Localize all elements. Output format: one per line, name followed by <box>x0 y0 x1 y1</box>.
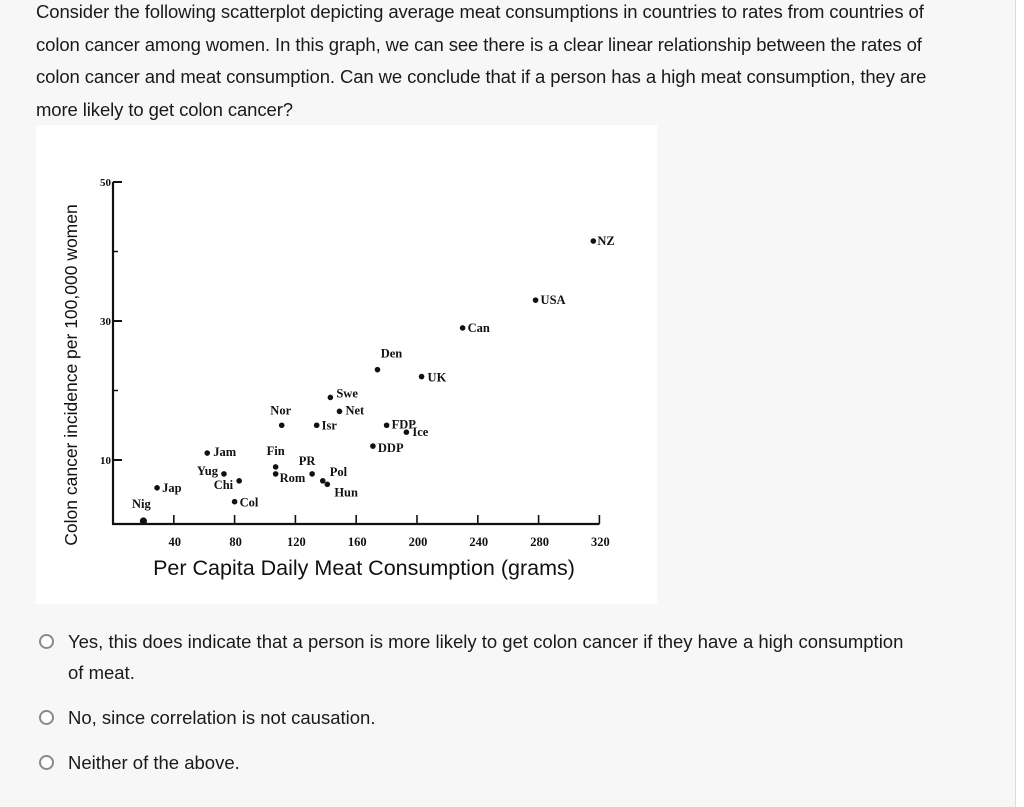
scatterplot-image: 10 30 50 40 80 120 160 200 240 280 320 Nig Jap Jam Yu… <box>36 125 657 604</box>
data-point-rom: Rom <box>272 471 306 485</box>
point-label: Net <box>345 403 365 417</box>
data-point-jap: Jap <box>154 481 182 495</box>
x-tick-label: 320 <box>591 535 610 549</box>
x-tick-label: 280 <box>530 535 549 549</box>
y-axis-label: Colon cancer incidence per 100,000 women <box>61 204 81 545</box>
data-point-ice: Ice <box>403 425 429 439</box>
point-label: Rom <box>280 471 306 485</box>
data-point-uk: UK <box>418 371 447 385</box>
option-label: No, since correlation is not causation. <box>68 707 376 728</box>
point-label: UK <box>428 371 447 385</box>
chart-axes: 10 30 50 40 80 120 160 200 240 280 320 <box>100 177 610 549</box>
radio-button[interactable] <box>39 755 54 770</box>
point-label: Can <box>468 321 490 335</box>
data-point-can: Can <box>459 321 490 335</box>
point-label: FDP <box>392 417 417 431</box>
x-axis-label: Per Capita Daily Meat Consumption (grams… <box>153 556 575 580</box>
y-tick-label: 30 <box>100 316 112 328</box>
point-label: Nig <box>132 497 152 511</box>
question-text: Consider the following scatterplot depic… <box>36 1 927 120</box>
data-point-pol: Pol <box>319 465 348 484</box>
option-label: Yes, this does indicate that a person is… <box>68 631 904 683</box>
data-point-net: Net <box>336 403 365 417</box>
point-label: Swe <box>336 386 358 400</box>
x-tick-label: 80 <box>229 535 242 549</box>
data-point-swe: Swe <box>327 386 358 400</box>
x-tick-label: 40 <box>169 535 182 549</box>
point-label: Ice <box>412 425 428 439</box>
x-tick-label: 120 <box>287 535 306 549</box>
radio-button[interactable] <box>39 634 54 649</box>
point-label: DDP <box>378 441 404 455</box>
scatterplot: 10 30 50 40 80 120 160 200 240 280 320 Nig Jap Jam Yu… <box>61 177 615 580</box>
data-point-isr: Isr <box>313 418 338 432</box>
radio-button[interactable] <box>39 710 54 725</box>
data-point-nz: NZ <box>590 234 615 248</box>
x-tick-label: 240 <box>469 535 488 549</box>
page-right-strip <box>1016 0 1024 807</box>
point-label: Hun <box>334 485 358 499</box>
point-label: Jam <box>213 445 237 459</box>
data-point-den: Den <box>374 347 403 373</box>
point-label: Chi <box>214 478 234 492</box>
option-yes[interactable]: Yes, this does indicate that a person is… <box>36 626 936 688</box>
data-point-jam: Jam <box>204 445 237 459</box>
x-tick-label: 200 <box>409 535 428 549</box>
point-label: Isr <box>322 418 338 432</box>
point-label: Jap <box>162 481 182 495</box>
data-point-hun: Hun <box>324 481 358 499</box>
data-point-nor: Nor <box>270 403 292 429</box>
point-label: Den <box>381 347 403 361</box>
x-tick-label: 160 <box>348 535 367 549</box>
data-point-fdp: FDP <box>383 417 417 431</box>
option-label: Neither of the above. <box>68 752 240 773</box>
point-label: Nor <box>270 403 291 417</box>
data-point-yug: Yug <box>197 464 227 478</box>
point-label: Yug <box>197 464 219 478</box>
data-point-fin: Fin <box>267 444 285 470</box>
data-point-ddp: DDP <box>370 441 404 455</box>
y-tick-label: 10 <box>100 455 112 467</box>
point-label: Pol <box>330 465 348 479</box>
point-label: USA <box>541 293 566 307</box>
point-label: Col <box>240 496 259 510</box>
answer-options: Yes, this does indicate that a person is… <box>36 626 936 778</box>
data-point-chi: Chi <box>214 478 242 492</box>
page-right-border <box>1015 0 1016 807</box>
option-no-correlation-not-causation[interactable]: No, since correlation is not causation. <box>36 702 936 733</box>
data-point-usa: USA <box>532 293 566 307</box>
data-point-nig: Nig <box>132 497 152 525</box>
point-label: NZ <box>597 234 614 248</box>
option-neither[interactable]: Neither of the above. <box>36 747 936 778</box>
data-point-col: Col <box>231 496 259 510</box>
point-label: Fin <box>267 444 285 458</box>
point-label: PR <box>299 454 317 468</box>
data-point-pr: PR <box>299 454 317 477</box>
y-tick-label: 50 <box>100 177 112 189</box>
